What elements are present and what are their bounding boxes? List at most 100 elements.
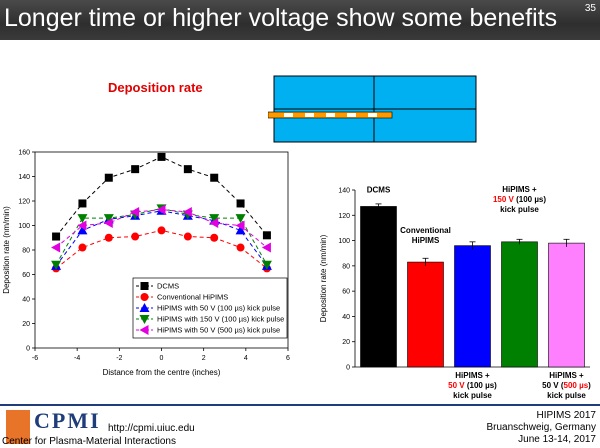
y-tick-label: 0 [26, 346, 30, 353]
y-tick-label: 100 [338, 238, 350, 245]
slide-title: Longer time or higher voltage show some … [4, 4, 558, 32]
category-label-4: HiPIMS +50 V (500 µs)kick pulse [542, 371, 591, 400]
x-tick-label: 4 [244, 355, 248, 362]
y-tick-label: 20 [22, 321, 30, 328]
series-0 [52, 152, 271, 241]
line-chart: -6 -4 -2 0 2 4 6020406080100120140160Distance … [2, 150, 290, 378]
legend-entry: Conventional HiPIMS [157, 293, 228, 302]
y-tick-label: 40 [342, 314, 350, 321]
title-bar [0, 0, 600, 40]
y-tick-label: 60 [22, 272, 30, 279]
data-point [156, 204, 166, 215]
cpmi-logo: CPMI [34, 408, 101, 433]
data-point [236, 243, 245, 252]
category-label-line: 150 V (100 µs) [493, 195, 546, 204]
deposition-rate-heading: Deposition rate [108, 80, 203, 95]
data-point [262, 231, 271, 240]
page-number: 35 [584, 3, 596, 14]
legend-entry: HiPIMS with 50 V (100 µs) kick pulse [157, 304, 280, 313]
data-point [261, 242, 271, 253]
target-strip [268, 111, 393, 119]
data-point [210, 173, 219, 182]
y-tick-label: 140 [18, 174, 30, 181]
data-point [139, 325, 149, 335]
illinois-logo-icon [6, 410, 30, 444]
data-point [235, 214, 246, 224]
x-tick-label: -6 [32, 355, 38, 362]
y-tick-label: 140 [338, 188, 350, 195]
data-point [210, 233, 219, 242]
data-point [103, 218, 113, 229]
y-tick-label: 0 [346, 365, 350, 372]
bar [548, 242, 585, 368]
conference-name: HIPIMS 2017 [536, 410, 596, 421]
data-point [78, 243, 87, 252]
category-label-line: HiPIMS + [455, 371, 490, 380]
legend-entry: HiPIMS with 50 V (500 µs) kick pulse [157, 326, 280, 335]
legend-entry: HiPIMS with 150 V (100 µs) kick pulse [157, 315, 284, 324]
category-label-2: HiPIMS +50 V (100 µs)kick pulse [448, 371, 497, 400]
data-point [235, 220, 245, 231]
data-point [51, 242, 61, 253]
category-label-line: 50 V (500 µs) [542, 381, 591, 390]
data-point [157, 152, 166, 161]
category-label-line: HiPIMS [412, 236, 440, 245]
conference-location: Bruanschweig, Germany [486, 422, 597, 433]
category-label-line: kick pulse [500, 205, 539, 214]
series-line [55, 229, 268, 269]
data-point [139, 315, 150, 324]
data-point [77, 220, 87, 231]
footer-divider [0, 404, 600, 406]
y-tick-label: 120 [18, 199, 30, 206]
series-line [55, 210, 268, 267]
data-point [131, 232, 140, 241]
series-4 [51, 204, 271, 253]
data-point [104, 173, 113, 182]
y-tick-label: 60 [342, 289, 350, 296]
legend-box [132, 277, 288, 339]
data-point [236, 199, 245, 208]
data-point [51, 260, 62, 270]
category-label-line: kick pulse [547, 391, 586, 400]
data-point [209, 218, 219, 229]
y-tick-label: 160 [18, 150, 30, 157]
data-point [77, 214, 88, 224]
category-label-line: 50 V (100 µs) [448, 381, 497, 390]
data-point [157, 226, 166, 235]
data-point [77, 225, 88, 235]
data-point [182, 207, 192, 218]
substrate-schematic [268, 75, 477, 143]
data-point [78, 199, 87, 208]
y-tick-label: 80 [342, 263, 350, 270]
data-point [235, 225, 246, 235]
data-point [140, 293, 149, 301]
data-point [183, 165, 192, 174]
x-tick-label: 0 [160, 355, 164, 362]
category-label-line: DCMS [367, 185, 391, 194]
y-axis-label: Deposition rate (nm/min) [319, 234, 328, 322]
data-point [139, 303, 150, 312]
conference-dates: June 13-14, 2017 [518, 434, 596, 445]
data-point [209, 214, 220, 224]
y-tick-label: 80 [22, 248, 30, 255]
data-point [140, 282, 149, 290]
bar [501, 241, 538, 368]
data-point [103, 214, 114, 224]
y-tick-label: 120 [338, 213, 350, 220]
x-tick-label: -2 [116, 355, 122, 362]
data-point [104, 233, 113, 242]
data-point [261, 260, 272, 270]
footer-center-name: Center for Plasma-Material Interactions [2, 436, 176, 447]
data-point [183, 232, 192, 241]
bar [360, 206, 397, 368]
category-label-line: HiPIMS + [502, 185, 537, 194]
category-label-0: DCMS [367, 185, 391, 194]
category-label-line: kick pulse [453, 391, 492, 400]
y-tick-label: 20 [342, 339, 350, 346]
category-label-line: Conventional [400, 226, 451, 235]
series-1 [52, 226, 271, 273]
data-point [131, 165, 140, 174]
footer-url[interactable]: http://cpmi.uiuc.edu [108, 423, 195, 434]
x-tick-label: -4 [74, 355, 80, 362]
category-label-3: HiPIMS +150 V (100 µs)kick pulse [493, 185, 546, 214]
